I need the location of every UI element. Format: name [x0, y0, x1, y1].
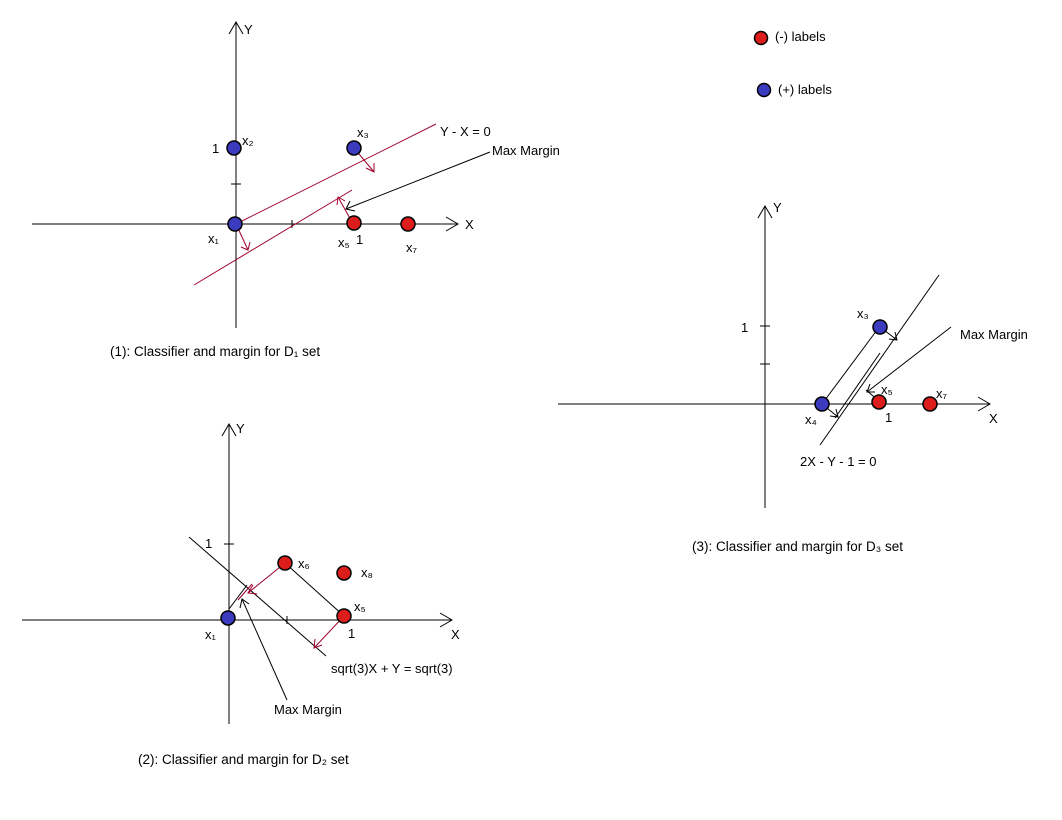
x-tick-label-one: 1	[885, 410, 892, 425]
x-axis-arrow-icon	[445, 216, 459, 232]
x-axis-label: X	[465, 217, 474, 232]
legend-positive-marker	[756, 82, 772, 98]
point-x5	[871, 394, 887, 410]
max-margin-label: Max Margin	[960, 327, 1028, 342]
point-x1	[220, 610, 236, 626]
point-x3	[872, 319, 888, 335]
point-label-x3: x₃	[357, 125, 369, 140]
arrowhead-icon	[829, 408, 839, 418]
support-line-lower	[834, 352, 881, 419]
point-x6	[277, 555, 293, 571]
panel-1-caption: (1): Classifier and margin for D₁ set	[110, 344, 320, 359]
max-margin-pointer	[345, 151, 491, 210]
arrowhead-icon	[313, 638, 323, 649]
point-label-x7: x₇	[406, 240, 418, 255]
point-x7	[922, 396, 938, 412]
arrowhead-icon	[345, 200, 356, 212]
arrowhead-icon	[365, 163, 375, 173]
classifier-equation: sqrt(3)X + Y = sqrt(3)	[331, 661, 453, 676]
y-axis-arrow-icon	[228, 21, 244, 35]
y-axis-arrow-icon	[221, 423, 237, 437]
panel-3-caption: (3): Classifier and margin for D₃ set	[692, 539, 903, 554]
point-x2	[226, 140, 242, 156]
point-label-x1: x₁	[205, 627, 217, 642]
margin-line-lower	[193, 189, 353, 286]
arrowhead-icon	[239, 598, 250, 609]
point-x5	[346, 215, 362, 231]
x-tick-label-one: 1	[348, 626, 355, 641]
point-label-x3: x₃	[857, 306, 869, 321]
point-x4	[814, 396, 830, 412]
max-margin-label: Max Margin	[274, 702, 342, 717]
support-line-upper	[821, 325, 881, 405]
panel-2: Y X 1 1 Max Margin sqrt(3)X + Y = sqrt(3…	[22, 421, 460, 767]
point-label-x2: x₂	[242, 133, 254, 148]
point-label-x8: x₈	[361, 565, 373, 580]
y-axis-arrow-icon	[757, 205, 773, 219]
y-axis-label: Y	[244, 22, 253, 37]
y-axis-label: Y	[773, 200, 782, 215]
point-x5	[336, 608, 352, 624]
x-axis-arrow-icon	[977, 396, 991, 412]
legend-negative-label: (-) labels	[775, 29, 826, 44]
point-x1	[227, 216, 243, 232]
point-label-x1: x₁	[208, 231, 220, 246]
classifier-line	[819, 274, 940, 446]
panel-3: Y X 1 1 Max Margin 2X - Y - 1 = 0 x₃ x₄ …	[558, 200, 1028, 554]
arrowhead-icon	[247, 584, 258, 595]
support-line	[228, 584, 248, 610]
point-label-x6: x₆	[298, 556, 310, 571]
point-label-x5: x₅	[354, 599, 366, 614]
point-label-x5: x₅	[881, 382, 893, 397]
arrowhead-icon	[240, 241, 251, 251]
margin-arrow	[247, 562, 286, 594]
legend-negative-marker	[753, 30, 769, 46]
legend-positive-label: (+) labels	[778, 82, 832, 97]
arrowhead-icon	[336, 196, 346, 206]
y-axis-label: Y	[236, 421, 245, 436]
point-x8	[336, 565, 352, 581]
legend: (-) labels (+) labels	[753, 29, 832, 98]
point-x3	[346, 140, 362, 156]
point-label-x5: x₅	[338, 235, 350, 250]
max-margin-label: Max Margin	[492, 143, 560, 158]
x-axis-label: X	[989, 411, 998, 426]
x-tick-label-one: 1	[356, 232, 363, 247]
margin-arrow	[237, 583, 253, 601]
classifier-equation: Y - X = 0	[440, 124, 491, 139]
panel-1: Y X 1 1 Max Margin Y - X = 0 x₂ x₃ x₁ x₅…	[32, 21, 560, 359]
arrowhead-icon	[888, 331, 898, 341]
max-margin-pointer	[241, 598, 288, 701]
margin-line-upper	[235, 123, 437, 225]
x-axis-label: X	[451, 627, 460, 642]
point-label-x7: x₇	[936, 386, 948, 401]
max-margin-pointer	[866, 326, 952, 393]
y-tick-label-one: 1	[205, 536, 212, 551]
support-line	[284, 562, 345, 617]
panel-2-caption: (2): Classifier and margin for D₂ set	[138, 752, 349, 767]
x-axis-arrow-icon	[439, 612, 453, 628]
classifier-line	[188, 536, 327, 657]
classifier-equation: 2X - Y - 1 = 0	[800, 454, 876, 469]
y-tick-label-one: 1	[741, 320, 748, 335]
y-tick-label-one: 1	[212, 141, 219, 156]
point-x7	[400, 216, 416, 232]
point-label-x4: x₄	[805, 412, 817, 427]
arrowhead-icon	[866, 383, 875, 393]
